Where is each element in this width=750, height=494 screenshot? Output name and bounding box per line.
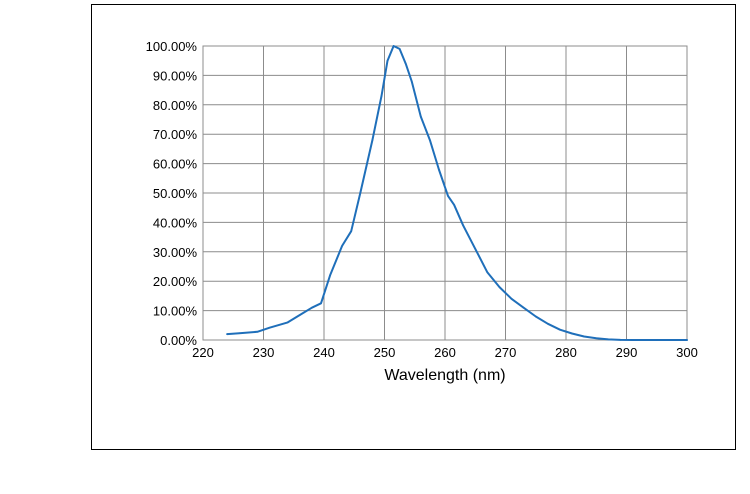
chart-frame	[91, 4, 736, 450]
data-point	[583, 335, 585, 338]
data-point	[311, 306, 313, 309]
data-point	[474, 248, 477, 250]
data-point	[429, 139, 431, 141]
data-point	[299, 314, 301, 316]
x-tick-label: 230	[253, 345, 275, 360]
data-point	[268, 326, 271, 329]
data-point	[256, 331, 259, 333]
data-point	[631, 339, 634, 341]
y-tick-label: 100.00%	[146, 39, 198, 54]
data-point	[656, 339, 658, 341]
x-tick-label: 290	[616, 345, 638, 360]
data-point	[486, 271, 489, 274]
x-tick-label: 240	[313, 345, 335, 360]
data-point	[595, 337, 598, 340]
series-layer	[226, 45, 688, 341]
x-tick-label: 280	[555, 345, 577, 360]
data-point	[350, 230, 353, 232]
data-point	[498, 286, 501, 288]
y-tick-label: 10.00%	[153, 304, 198, 319]
y-tick-label: 90.00%	[153, 68, 198, 83]
y-tick-label: 30.00%	[153, 245, 198, 260]
data-point	[420, 115, 422, 118]
data-point	[559, 328, 561, 331]
data-point	[341, 245, 343, 247]
grid-lines	[202, 45, 688, 341]
x-axis-title: Wavelength (nm)	[384, 367, 505, 384]
y-tick-label: 80.00%	[153, 98, 198, 113]
data-point	[438, 168, 440, 171]
data-point	[607, 338, 610, 341]
data-point	[329, 274, 331, 277]
data-point	[547, 323, 549, 325]
data-point	[371, 139, 374, 141]
y-tick-label: 60.00%	[153, 157, 198, 172]
y-tick-label: 70.00%	[153, 127, 198, 142]
data-point	[462, 224, 464, 227]
data-point	[226, 333, 228, 335]
x-tick-label: 300	[676, 345, 698, 360]
y-tick-label: 0.00%	[160, 333, 197, 348]
data-point	[535, 315, 537, 318]
data-point	[522, 306, 525, 309]
x-tick-label: 220	[192, 345, 214, 360]
x-tick-labels: 220 230 240 250 260 270 280 290 300	[192, 345, 698, 360]
data-point	[380, 95, 383, 97]
data-point	[359, 192, 362, 194]
y-tick-label: 20.00%	[153, 274, 198, 289]
y-tick-label: 40.00%	[153, 215, 198, 230]
data-point	[286, 321, 289, 324]
data-point	[386, 59, 389, 62]
x-tick-label: 260	[434, 345, 456, 360]
data-point	[447, 195, 449, 197]
x-tick-label: 270	[495, 345, 517, 360]
data-point	[320, 302, 322, 305]
data-point	[404, 62, 407, 65]
data-point	[238, 332, 241, 335]
x-tick-label: 250	[374, 345, 396, 360]
data-point	[392, 45, 395, 47]
data-point	[510, 298, 513, 300]
data-point	[398, 48, 401, 50]
y-tick-labels: 0.00% 10.00% 20.00% 30.00% 40.00% 50.00% 60.00…	[146, 39, 198, 348]
y-tick-label: 50.00%	[153, 186, 198, 201]
data-point	[410, 80, 413, 83]
data-point	[453, 204, 455, 206]
plot-area-border	[202, 45, 688, 341]
data-point	[619, 339, 622, 341]
data-point	[686, 339, 688, 341]
data-point	[571, 332, 573, 335]
